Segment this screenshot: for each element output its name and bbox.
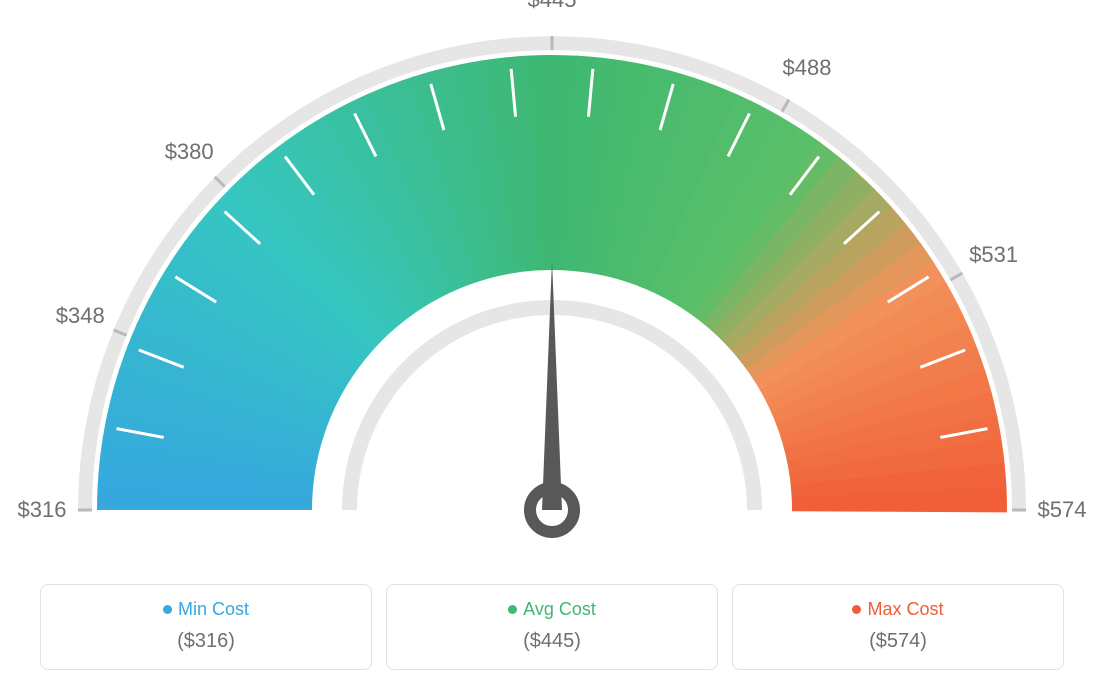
tick-label: $531: [969, 242, 1018, 268]
legend-row: Min Cost ($316) Avg Cost ($445) Max Cost…: [0, 584, 1104, 670]
legend-top-min: Min Cost: [163, 599, 249, 620]
legend-value-max: ($574): [869, 630, 927, 653]
tick-label: $348: [56, 303, 105, 329]
legend-value-min: ($316): [177, 630, 235, 653]
legend-top-max: Max Cost: [852, 599, 943, 620]
legend-card-avg: Avg Cost ($445): [386, 584, 718, 670]
tick-label: $380: [165, 139, 214, 165]
tick-label: $574: [1038, 497, 1087, 523]
legend-card-min: Min Cost ($316): [40, 584, 372, 670]
legend-dot-min: [163, 605, 172, 614]
gauge-chart: $316 $348 $380 $445 $488 $531 $574: [0, 0, 1104, 560]
tick-label: $488: [783, 55, 832, 81]
legend-dot-max: [852, 605, 861, 614]
legend-top-avg: Avg Cost: [508, 599, 596, 620]
tick-label: $316: [18, 497, 67, 523]
legend-label-avg: Avg Cost: [523, 599, 596, 620]
legend-label-max: Max Cost: [867, 599, 943, 620]
legend-value-avg: ($445): [523, 630, 581, 653]
gauge-svg: [0, 0, 1104, 560]
legend-label-min: Min Cost: [178, 599, 249, 620]
legend-card-max: Max Cost ($574): [732, 584, 1064, 670]
tick-label: $445: [528, 0, 577, 13]
legend-dot-avg: [508, 605, 517, 614]
